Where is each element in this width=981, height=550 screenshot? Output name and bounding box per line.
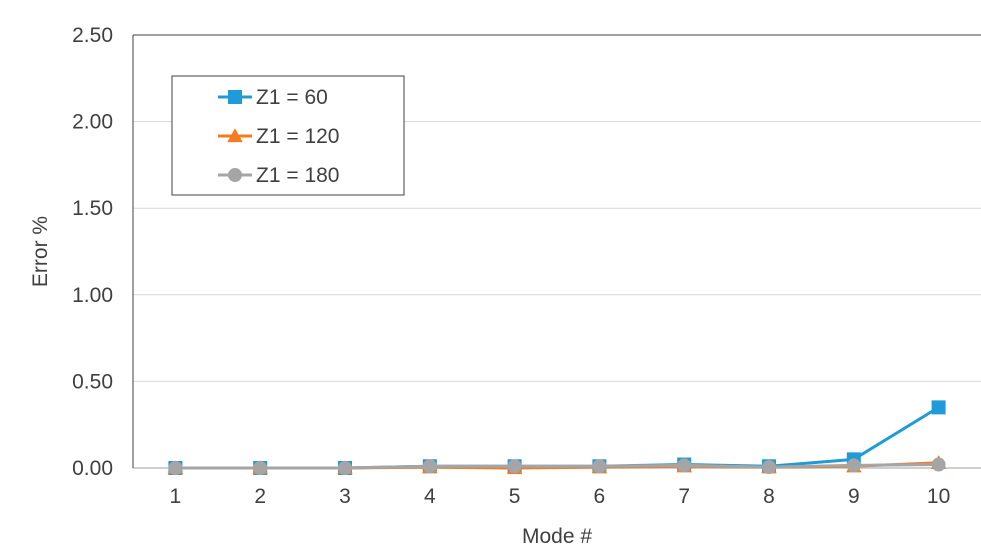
- y-tick-label: 0.50: [72, 370, 113, 393]
- y-axis-title: Error %: [29, 216, 52, 287]
- legend-item: Z1 = 120: [218, 125, 339, 148]
- data-point: [253, 461, 268, 475]
- series-3: [168, 457, 946, 475]
- series-line: [175, 406, 940, 470]
- plot-frame: [132, 34, 981, 468]
- data-point: [507, 459, 522, 474]
- series-layer: [167, 400, 947, 475]
- y-tick-label: 1.00: [72, 284, 113, 307]
- x-axis-ticks: 1 2 3 4 5 6 7 8 9 10: [170, 485, 951, 508]
- series-line: [175, 463, 939, 470]
- x-tick-label: 10: [927, 485, 950, 508]
- x-tick-label: 5: [509, 485, 521, 508]
- legend-label: Z1 = 180: [256, 164, 339, 187]
- y-axis-ticks: 0.00 0.50 1.00 1.50 2.00 2.50: [72, 24, 113, 480]
- data-point: [422, 459, 437, 474]
- data-point: [762, 460, 776, 475]
- legend-marker: [228, 168, 242, 182]
- x-axis-title: Mode #: [522, 525, 592, 548]
- legend-marker: [227, 128, 243, 143]
- legend-label: Z1 = 120: [256, 125, 339, 148]
- legend-item: Z1 = 180: [218, 164, 339, 187]
- x-tick-label: 1: [170, 485, 182, 508]
- legend-marker: [228, 90, 242, 104]
- legend-label: Z1 = 60: [256, 86, 328, 109]
- y-tick-label: 2.00: [72, 111, 113, 134]
- y-tick-label: 1.50: [72, 197, 113, 220]
- y-tick-label: 0.00: [72, 457, 113, 480]
- legend-item: Z1 = 60: [218, 86, 328, 109]
- data-point: [338, 461, 352, 475]
- data-point: [677, 458, 692, 473]
- x-tick-label: 7: [678, 485, 690, 508]
- series-1: [168, 400, 946, 475]
- x-tick-label: 4: [424, 485, 436, 508]
- legend-box: [171, 75, 405, 196]
- data-point: [931, 400, 946, 415]
- legend: Z1 = 60 Z1 = 120 Z1 = 180: [171, 75, 405, 196]
- data-point: [168, 461, 183, 475]
- x-tick-label: 8: [763, 485, 775, 508]
- x-tick-label: 2: [254, 485, 266, 508]
- data-point: [846, 458, 861, 473]
- data-point: [592, 459, 607, 474]
- x-tick-label: 9: [848, 485, 860, 508]
- y-tick-label: 2.50: [72, 24, 113, 47]
- data-point: [931, 457, 946, 472]
- x-tick-label: 6: [594, 485, 606, 508]
- x-tick-label: 3: [339, 485, 351, 508]
